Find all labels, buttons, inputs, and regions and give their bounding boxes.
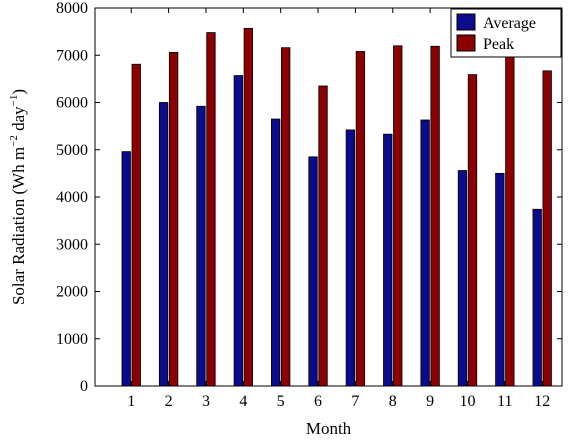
y-tick-label: 3000 [56,236,88,253]
bar-peak-month-7 [355,51,366,387]
bar-average-month-10 [457,170,468,387]
y-tick-label: 6000 [56,95,88,112]
bar-average-month-1 [121,151,131,387]
x-tick-label: 12 [534,393,550,410]
bar-peak-month-5 [281,47,291,387]
y-tick-label: 1000 [56,331,88,348]
x-tick-label: 1 [127,393,135,410]
legend-label-peak: Peak [483,36,514,53]
bar-peak-month-4 [243,27,253,387]
y-tick-label: 5000 [56,142,88,159]
y-axis-label-text: day [9,106,28,135]
bar-peak-month-6 [318,85,328,387]
bar-peak-month-2 [168,52,179,387]
legend-label-average: Average [483,15,536,32]
y-tick-label: 4000 [56,189,88,206]
bar-peak-month-12 [542,70,552,387]
bars-layer [121,27,552,387]
y-tick-label: 7000 [56,47,88,64]
x-tick-label: 3 [202,393,210,410]
y-axis-label-text: Solar Radiation (Wh m [9,147,28,305]
x-tick-label: 8 [389,393,397,410]
bar-average-month-4 [233,75,243,387]
y-axis: 0 1000 2000 3000 4000 5000 6000 7000 8000 [56,0,562,395]
y-tick-label: 2000 [56,284,88,301]
y-axis-label-text: ) [9,89,28,95]
bar-peak-month-11 [505,45,515,387]
x-axis: 1 2 3 4 5 6 7 8 9 10 11 12 [127,8,550,410]
bar-peak-month-3 [206,32,216,387]
y-axis-label: Solar Radiation (Wh m−2 day−1) [8,89,28,305]
bar-average-month-3 [196,105,206,387]
legend: Average Peak [450,8,562,58]
bar-average-month-11 [495,172,505,387]
x-tick-label: 5 [277,393,285,410]
bar-average-month-8 [383,133,393,387]
legend-swatch-peak [456,34,476,52]
bar-average-month-9 [420,119,430,387]
bar-average-month-5 [271,118,281,387]
x-axis-label: Month [306,419,352,438]
y-axis-label-exponent: −2 [8,135,20,147]
y-tick-label: 0 [80,378,88,395]
x-tick-label: 11 [497,393,512,410]
bar-peak-month-10 [467,74,478,387]
x-tick-label: 7 [351,393,359,410]
legend-swatch-average [456,13,476,31]
y-axis-label-exponent: −1 [8,95,20,107]
x-tick-label: 4 [239,393,247,410]
x-tick-label: 10 [459,393,475,410]
x-tick-label: 2 [165,393,173,410]
bar-average-month-12 [532,208,542,387]
bar-average-month-2 [158,102,169,387]
bar-peak-month-1 [131,63,141,387]
bar-average-month-7 [345,129,356,387]
x-tick-label: 6 [314,393,322,410]
bar-peak-month-9 [430,45,440,387]
x-tick-label: 9 [426,393,434,410]
y-tick-label: 8000 [56,0,88,17]
bar-average-month-6 [308,156,318,387]
bar-peak-month-8 [393,45,403,387]
